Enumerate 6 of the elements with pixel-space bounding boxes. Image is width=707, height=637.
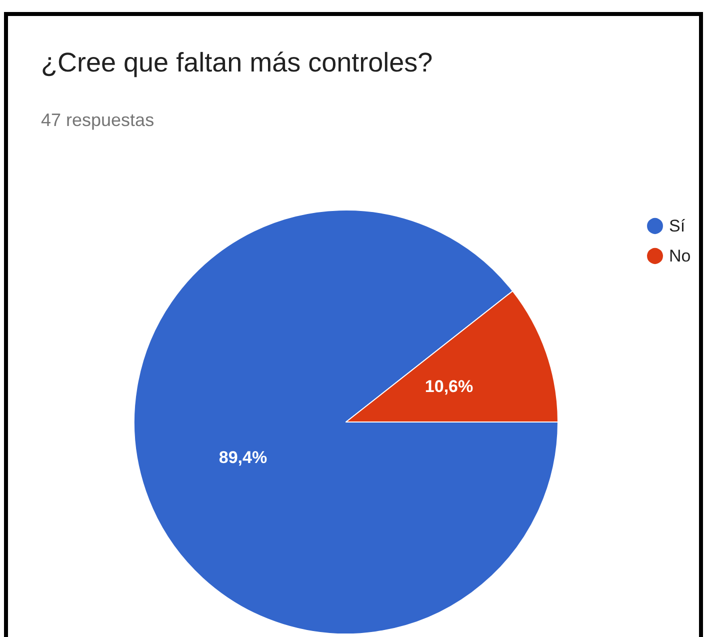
legend-label: No [669, 246, 691, 266]
legend-label: Sí [669, 216, 686, 236]
chart-title: ¿Cree que faltan más controles? [41, 48, 433, 78]
data-label: 10,6% [424, 376, 474, 396]
data-label: 89,4% [218, 448, 268, 468]
chart-subtitle: 47 respuestas [41, 110, 154, 130]
